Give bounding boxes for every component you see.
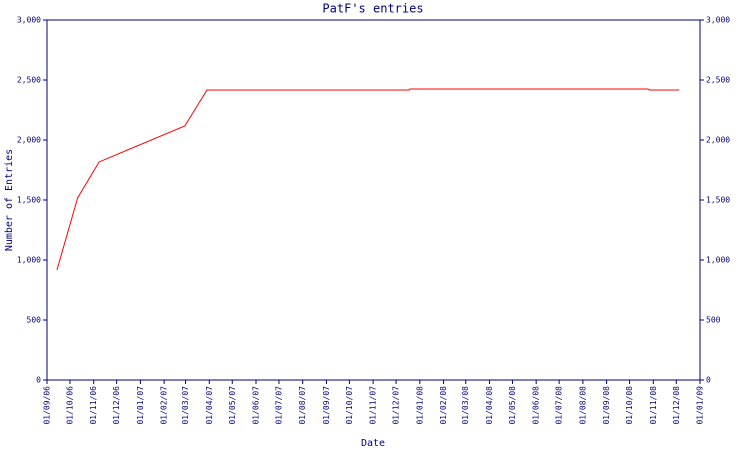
x-tick-label: 01/09/06 [43,386,52,425]
x-tick-label: 01/01/08 [415,386,424,425]
x-tick-label: 01/05/08 [508,386,517,425]
x-tick-label: 01/04/08 [485,386,494,425]
y2-tick-label: 2,500 [706,76,730,85]
x-tick-label: 01/12/08 [672,386,681,425]
x-tick-label: 01/03/08 [461,386,470,425]
y-tick-label: 500 [27,316,42,325]
x-tick-label: 01/10/07 [345,386,354,425]
y-tick-label: 1,000 [17,256,41,265]
x-tick-label: 01/07/08 [555,386,564,425]
x-tick-label: 01/01/07 [136,386,145,425]
x-tick-label: 01/12/07 [392,386,401,425]
y-tick-label: 2,000 [17,136,41,145]
x-axis-label: Date [361,438,385,449]
x-tick-label: 01/12/06 [112,386,121,425]
y-tick-label: 0 [36,376,41,385]
x-tick-label: 01/04/07 [205,386,214,425]
y-axis-label: Number of Entries [4,149,15,251]
x-tick-label: 01/06/07 [251,386,260,425]
x-tick-label: 01/11/08 [649,386,658,425]
x-tick-label: 01/10/08 [625,386,634,425]
x-tick-label: 01/08/08 [578,386,587,425]
y-tick-label: 1,500 [17,196,41,205]
y2-tick-label: 3,000 [706,16,730,25]
x-tick-label: 01/11/06 [89,386,98,425]
data-line [56,88,680,271]
y2-tick-label: 2,000 [706,136,730,145]
x-tick-label: 01/09/08 [602,386,611,425]
y2-tick-label: 1,000 [706,256,730,265]
y-tick-label: 2,500 [17,76,41,85]
y2-tick-label: 0 [706,376,711,385]
x-tick-label: 01/01/09 [696,386,705,425]
x-tick-label: 01/08/07 [298,386,307,425]
x-tick-label: 01/02/07 [160,386,169,425]
x-tick-label: 01/11/07 [369,386,378,425]
y2-tick-label: 500 [706,316,721,325]
x-tick-label: 01/02/08 [439,386,448,425]
x-tick-label: 01/05/07 [228,386,237,425]
x-tick-label: 01/07/07 [274,386,283,425]
x-tick-label: 01/10/06 [65,386,74,425]
x-tick-label: 01/09/07 [322,386,331,425]
x-tick-label: 01/06/08 [532,386,541,425]
y2-tick-label: 1,500 [706,196,730,205]
chart-title: PatF's entries [322,2,423,16]
x-tick-label: 01/03/07 [181,386,190,425]
y-tick-label: 3,000 [17,16,41,25]
